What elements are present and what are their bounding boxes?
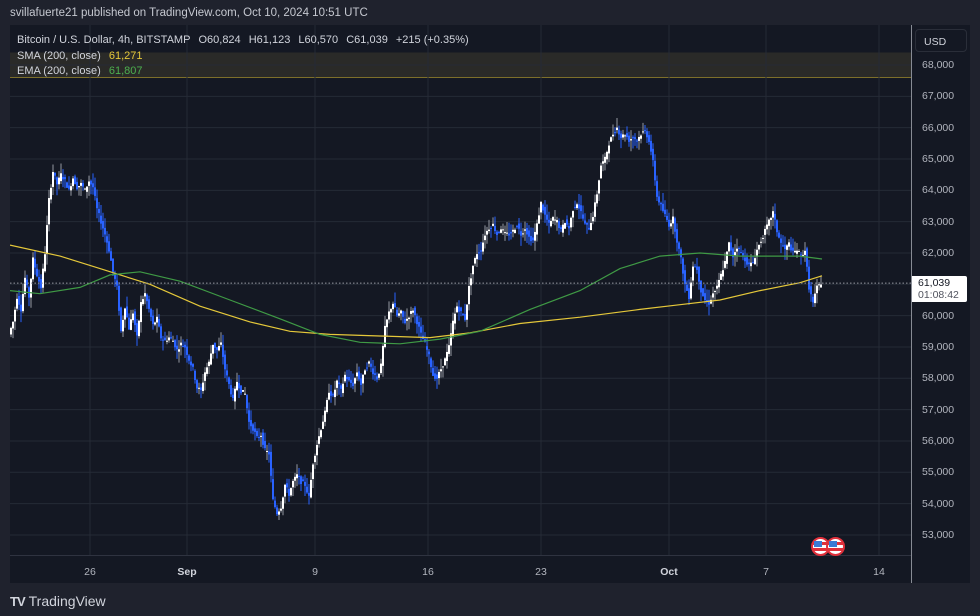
tradingview-logo-icon: TV [10, 593, 26, 609]
us-flag-icon[interactable] [826, 537, 845, 556]
currency-button[interactable]: USD [915, 29, 967, 52]
ohlc-low: L60,570 [298, 34, 339, 46]
price-tick: 66,000 [922, 121, 955, 134]
brand-name: TradingView [28, 593, 106, 609]
time-tick: 14 [873, 566, 885, 578]
ohlc-open: O60,824 [198, 34, 241, 46]
price-tick: 62,000 [922, 246, 955, 259]
publisher-caption: svillafuerte21 published on TradingView.… [10, 7, 368, 19]
price-tick: 56,000 [922, 434, 955, 447]
price-chart[interactable] [10, 25, 911, 555]
price-tick: 58,000 [922, 372, 955, 385]
price-axis[interactable]: 68,000 67,000 66,000 65,000 64,000 63,000 62,0… [911, 25, 970, 583]
sma-label[interactable]: SMA (200, close) [17, 49, 101, 62]
time-tick: 23 [535, 566, 547, 578]
time-tick: 7 [763, 566, 769, 578]
ohlc-change: +215 (+0.35%) [395, 34, 469, 46]
economic-events[interactable] [811, 537, 845, 556]
price-tick: 60,000 [922, 309, 955, 322]
time-axis[interactable]: 26 Sep 9 16 23 Oct 7 14 [10, 555, 911, 583]
price-tick: 68,000 [922, 59, 955, 71]
sma-line[interactable] [10, 244, 823, 339]
ema-value: 61,807 [108, 65, 143, 77]
price-tick: 65,000 [922, 152, 955, 165]
price-tick: 53,000 [922, 528, 955, 541]
sma-value: 61,271 [108, 49, 143, 62]
symbol-title[interactable]: Bitcoin / U.S. Dollar, 4h, BITSTAMP [17, 34, 191, 46]
price-tick: 63,000 [922, 215, 955, 228]
time-tick: Oct [660, 566, 678, 578]
ema-row: EMA (200, close) 61,807 [17, 64, 474, 80]
ohlc-close: C61,039 [346, 34, 388, 46]
price-tick: 67,000 [922, 90, 955, 103]
last-price-label: 61,039 01:08:42 [912, 276, 967, 302]
price-tick: 64,000 [922, 184, 955, 197]
sma-row: SMA (200, close) 61,271 [17, 49, 474, 65]
last-price-value: 61,039 [918, 277, 951, 289]
ohlc-high: H61,123 [248, 34, 291, 46]
price-tick: 59,000 [922, 340, 955, 353]
chart-legend: Bitcoin / U.S. Dollar, 4h, BITSTAMP O60,… [17, 33, 474, 80]
footer-branding: TV TradingView [10, 593, 106, 609]
bar-countdown: 01:08:42 [918, 289, 959, 301]
price-tick: 57,000 [922, 403, 955, 416]
ema-line[interactable] [10, 252, 823, 345]
symbol-row: Bitcoin / U.S. Dollar, 4h, BITSTAMP O60,… [17, 33, 474, 49]
price-tick: 55,000 [922, 466, 955, 479]
time-tick: Sep [177, 566, 197, 578]
time-tick: 9 [312, 566, 318, 578]
ema-label[interactable]: EMA (200, close) [17, 65, 101, 77]
time-tick: 26 [84, 566, 96, 578]
price-tick: 54,000 [922, 497, 955, 510]
time-tick: 16 [422, 566, 434, 578]
chart-frame [10, 25, 970, 583]
